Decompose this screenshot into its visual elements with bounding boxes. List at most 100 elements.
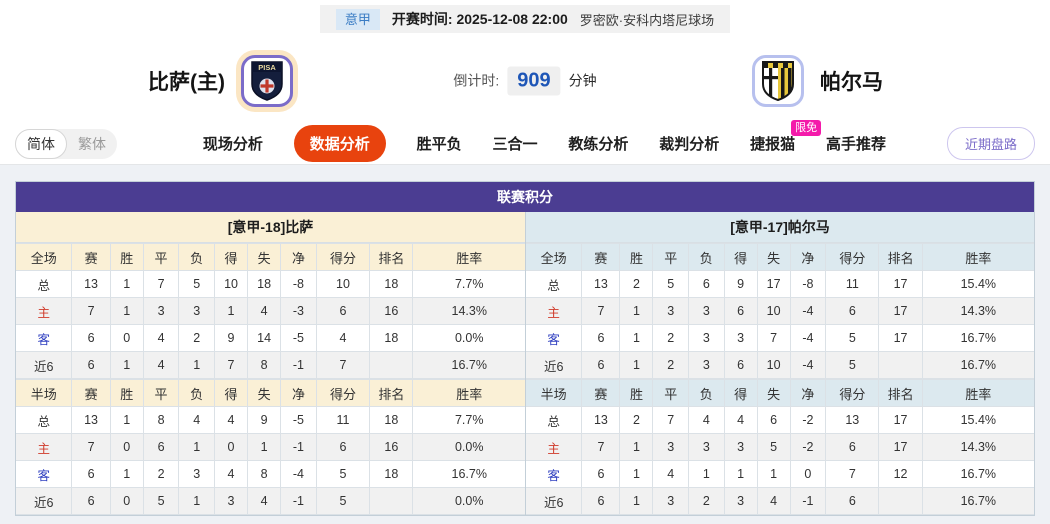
stat-cell: -1 <box>789 487 827 515</box>
countdown-label: 倒计时: <box>453 72 500 89</box>
away-table-header: [意甲-17]帕尔马 <box>526 212 1034 243</box>
table-row: 总 13 1 7 5 10 18 -8 10 18 7.7% <box>16 270 525 298</box>
row-label: 主 <box>16 297 73 325</box>
column-header: 平 <box>652 243 690 271</box>
stat-cell: 16.7% <box>921 487 1034 515</box>
stat-cell: 16.7% <box>412 460 525 488</box>
row-label: 总 <box>526 406 583 434</box>
stat-cell: 1 <box>619 324 654 352</box>
column-header: 胜率 <box>412 243 525 271</box>
stat-cell: 4 <box>213 406 249 434</box>
nav-tab[interactable]: 高手推荐 <box>825 136 886 153</box>
column-header: 半场 <box>16 379 73 407</box>
stat-cell: 6 <box>825 487 880 515</box>
stat-cell: 4 <box>315 324 371 352</box>
stat-cell: 3 <box>142 297 180 325</box>
stat-cell: 1 <box>247 433 282 461</box>
stat-cell: -4 <box>789 324 827 352</box>
stat-cell: 14.3% <box>921 297 1034 325</box>
column-header: 失 <box>247 379 282 407</box>
recent-trends-button[interactable]: 近期盘路 <box>946 127 1035 160</box>
stat-cell: 6 <box>315 297 371 325</box>
stat-cell: 13 <box>825 406 880 434</box>
table-row: 近6 6 1 3 2 3 4 -1 6 16.7% <box>526 487 1034 515</box>
stat-cell: 13 <box>71 270 111 298</box>
stat-cell: 12 <box>878 460 923 488</box>
nav-tab[interactable]: 捷报猫 限免 <box>750 120 822 154</box>
stat-cell: 6 <box>723 297 758 325</box>
stat-cell: 3 <box>213 487 249 515</box>
stat-cell: 1 <box>213 297 249 325</box>
stat-cell: 10 <box>315 270 371 298</box>
svg-text:PISA: PISA <box>258 63 276 72</box>
table-row: 主 7 0 6 1 0 1 -1 6 16 0.0% <box>16 433 525 461</box>
away-team-group: 帕尔马 <box>752 54 883 107</box>
column-header: 平 <box>142 379 180 407</box>
stat-cell: 13 <box>581 270 621 298</box>
stat-cell: 4 <box>247 297 282 325</box>
nav-tab[interactable]: 胜平负 <box>416 136 462 153</box>
stat-cell: -3 <box>280 297 317 325</box>
stat-cell: -4 <box>280 460 317 488</box>
stat-cell: 1 <box>109 460 144 488</box>
stat-cell: 0 <box>109 324 144 352</box>
stat-cell: 3 <box>688 324 725 352</box>
stat-cell: 6 <box>723 351 758 379</box>
table-row: 客 6 1 2 3 3 7 -4 5 17 16.7% <box>526 324 1034 352</box>
stat-cell: 17 <box>878 324 923 352</box>
column-header: 得分 <box>315 243 371 271</box>
column-header: 净 <box>280 379 317 407</box>
stat-cell: 3 <box>178 297 215 325</box>
home-table-header: [意甲-18]比萨 <box>16 212 525 243</box>
column-header: 得 <box>213 379 249 407</box>
stat-cell: 6 <box>825 433 880 461</box>
nav-tab[interactable]: 裁判分析 <box>659 136 720 153</box>
stat-cell: 1 <box>756 460 791 488</box>
stat-cell: 17 <box>878 270 923 298</box>
stat-cell: 17 <box>878 433 923 461</box>
stat-cell: 5 <box>756 433 791 461</box>
stat-cell: 1 <box>178 433 215 461</box>
stat-table: 全场赛胜平负得失净得分 排名 胜率总 13 2 5 6 9 17 -8 11 17 15.4% 主 7 1 3 3… <box>526 243 1034 379</box>
stat-table: 半场赛胜平负得失净得分 排名 胜率总 13 2 7 4 4 6 -2 13 17 15.4% 主 7 1 3 3 3… <box>526 379 1034 515</box>
table-row: 近6 6 0 5 1 3 4 -1 5 0.0% <box>16 487 525 515</box>
venue-name: 罗密欧·安科内塔尼球场 <box>579 12 715 28</box>
stat-cell: 7 <box>581 433 621 461</box>
stat-cell: 0.0% <box>412 433 525 461</box>
nav-tab[interactable]: 三合一 <box>492 136 538 153</box>
stat-cell: 8 <box>247 460 282 488</box>
stat-cell: 8 <box>247 351 282 379</box>
stat-cell: 17 <box>878 297 923 325</box>
nav-tab[interactable]: 数据分析 <box>293 125 386 162</box>
column-header: 全场 <box>16 243 73 271</box>
stat-cell: 4 <box>723 406 758 434</box>
lang-simplified-button[interactable]: 简体 <box>15 128 67 159</box>
stat-cell: 16 <box>369 433 414 461</box>
stat-cell: 10 <box>213 270 249 298</box>
column-header: 胜率 <box>921 243 1034 271</box>
stat-cell: -4 <box>789 297 827 325</box>
stat-cell: 3 <box>178 460 215 488</box>
stat-cell: 3 <box>688 297 725 325</box>
column-header: 赛 <box>581 379 621 407</box>
stat-cell: 6 <box>71 324 111 352</box>
nav-tab[interactable]: 教练分析 <box>568 136 629 153</box>
countdown-unit: 分钟 <box>568 72 597 89</box>
table-row: 总 13 2 7 4 4 6 -2 13 17 15.4% <box>526 406 1034 434</box>
stat-cell: 11 <box>825 270 880 298</box>
language-toggle[interactable]: 简体 繁体 <box>15 128 117 159</box>
stat-cell: 18 <box>369 270 414 298</box>
lang-traditional-button[interactable]: 繁体 <box>78 135 106 152</box>
stat-cell: 1 <box>109 406 144 434</box>
row-label: 客 <box>526 460 583 488</box>
stat-cell: 14.3% <box>412 297 525 325</box>
stat-cell: 6 <box>581 487 621 515</box>
stat-cell: 16.7% <box>921 324 1034 352</box>
stat-cell: 3 <box>688 351 725 379</box>
stat-cell: 15.4% <box>921 270 1034 298</box>
stat-cell: 1 <box>619 487 654 515</box>
stat-cell: 6 <box>756 406 791 434</box>
stat-cell: -5 <box>280 406 317 434</box>
stat-cell: 3 <box>723 433 758 461</box>
nav-tab[interactable]: 现场分析 <box>202 136 263 153</box>
